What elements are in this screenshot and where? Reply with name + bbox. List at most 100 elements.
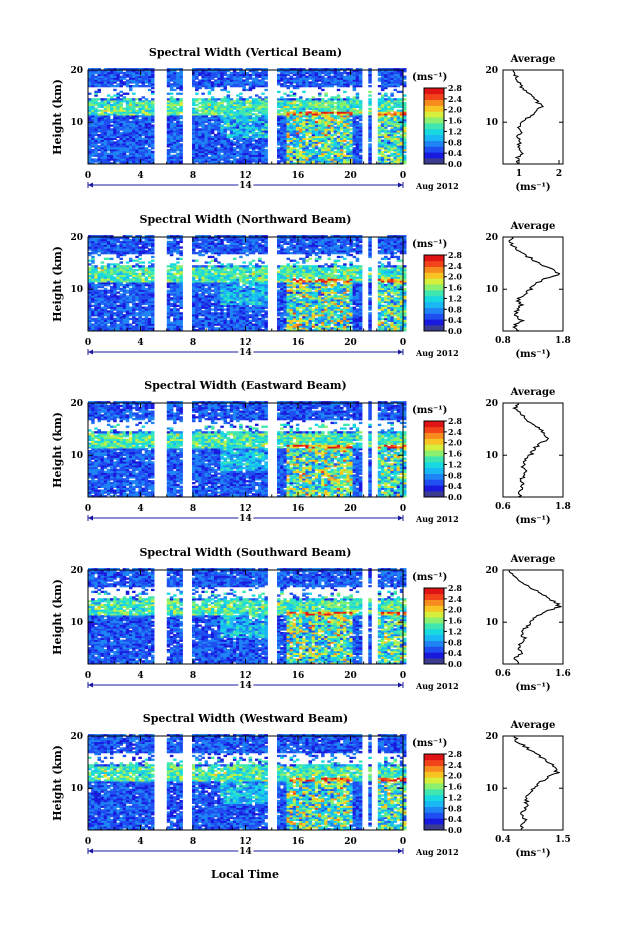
heatmap-cell <box>192 132 196 135</box>
heatmap-cell <box>264 145 268 148</box>
heatmap-cell <box>352 107 357 110</box>
heatmap-cell <box>377 111 382 114</box>
heatmap-cell <box>94 237 98 240</box>
heatmap-cell <box>396 71 401 75</box>
heatmap-cell <box>236 85 240 88</box>
heatmap-cell <box>138 274 142 277</box>
heatmap-cell <box>110 68 114 71</box>
heatmap-cell <box>97 158 101 161</box>
heatmap-cell <box>207 103 212 107</box>
heatmap-cell <box>226 103 231 107</box>
heatmap-cell <box>144 147 149 150</box>
heatmap-cell <box>110 238 114 242</box>
heatmap-cell <box>226 135 231 139</box>
heatmap-cell <box>198 137 202 140</box>
heatmap-cell <box>179 117 183 120</box>
heatmap-cell <box>129 284 133 287</box>
heatmap-cell <box>173 81 177 84</box>
heatmap-cell <box>119 274 123 277</box>
heatmap-cell <box>176 323 180 326</box>
heatmap-cell <box>321 149 325 152</box>
heatmap-cell <box>399 70 404 73</box>
heatmap-cell <box>176 122 180 125</box>
heatmap-cell <box>305 132 309 135</box>
heatmap-cell <box>292 92 297 95</box>
heatmap-cell <box>88 103 92 107</box>
heatmap-cell <box>210 68 215 71</box>
heatmap-cell <box>283 113 287 116</box>
heatmap-cell <box>314 85 319 88</box>
heatmap-cell <box>144 100 149 103</box>
heatmap-cell <box>113 156 117 159</box>
heatmap-cell <box>119 267 123 270</box>
heatmap-cell <box>132 274 136 277</box>
heatmap-cell <box>138 98 142 101</box>
heatmap-cell <box>336 137 341 140</box>
heatmap-cell <box>318 156 322 159</box>
heatmap-cell <box>151 162 155 165</box>
heatmap-cell <box>214 70 218 73</box>
heatmap-cell <box>135 162 139 165</box>
heatmap-cell <box>210 105 215 108</box>
heatmap-cell <box>242 98 246 101</box>
heatmap-cell <box>166 306 171 309</box>
heatmap-cell <box>396 128 401 131</box>
heatmap-cell <box>88 70 92 73</box>
heatmap-cell <box>387 124 391 127</box>
heatmap-cell <box>327 83 331 86</box>
heatmap-cell <box>308 107 312 110</box>
heatmap-cell <box>358 73 363 77</box>
heatmap-cell <box>169 145 174 148</box>
heatmap-cell <box>245 113 249 116</box>
heatmap-cell <box>289 100 294 103</box>
heatmap-cell <box>380 105 385 108</box>
heatmap-cell <box>232 152 237 155</box>
heatmap-cell <box>289 143 294 146</box>
heatmap-cell <box>204 143 209 146</box>
heatmap-cell <box>229 120 234 124</box>
heatmap-cell <box>226 90 231 93</box>
heatmap-cell <box>169 250 174 253</box>
heatmap-cell <box>305 150 309 154</box>
heatmap-cell <box>88 117 92 120</box>
heatmap-cell <box>166 71 171 75</box>
heatmap-cell <box>179 154 183 157</box>
heatmap-cell <box>138 284 142 287</box>
heatmap-cell <box>91 278 95 281</box>
heatmap-cell <box>201 109 205 112</box>
heatmap-cell <box>220 81 224 84</box>
heatmap-cell <box>110 132 114 135</box>
heatmap-cell <box>236 152 240 155</box>
heatmap-cell <box>255 71 259 75</box>
heatmap-cell <box>100 130 105 133</box>
heatmap-cell <box>144 132 149 135</box>
heatmap-cell <box>236 118 240 122</box>
heatmap-cell <box>198 133 202 137</box>
heatmap-cell <box>122 248 127 251</box>
heatmap-cell <box>403 85 407 88</box>
heatmap-cell <box>330 75 334 78</box>
heatmap-cell <box>122 120 127 124</box>
heatmap-cell <box>119 90 123 93</box>
heatmap-cell <box>110 287 114 291</box>
heatmap-cell <box>289 98 294 101</box>
heatmap-cell <box>396 113 401 116</box>
heatmap-cell <box>138 149 142 152</box>
heatmap-cell <box>255 75 259 78</box>
heatmap-cell <box>116 284 120 287</box>
heatmap-cell <box>169 120 174 124</box>
heatmap-cell <box>280 137 284 140</box>
heatmap-cell <box>97 90 101 93</box>
heatmap-cell <box>141 240 146 244</box>
heatmap-cell <box>147 248 152 251</box>
heatmap-cell <box>103 314 108 317</box>
heatmap-cell <box>311 79 316 82</box>
heatmap-cell <box>305 105 309 108</box>
heatmap-cell <box>368 102 372 105</box>
heatmap-cell <box>399 145 404 148</box>
heatmap-cell <box>399 139 404 142</box>
heatmap-cell <box>380 154 385 157</box>
heatmap-cell <box>97 75 101 78</box>
heatmap-cell <box>264 126 268 129</box>
heatmap-cell <box>327 128 331 131</box>
